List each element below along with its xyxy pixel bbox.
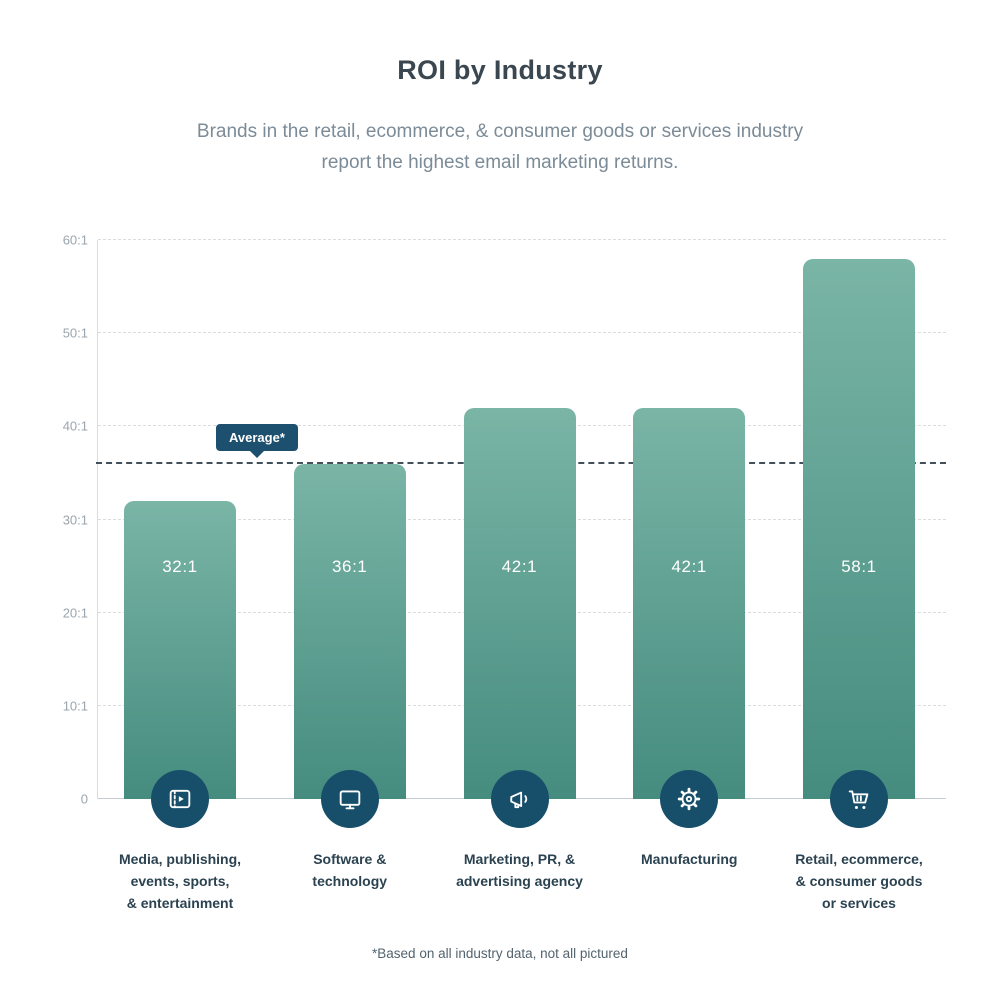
- bar-value-label: 42:1: [671, 557, 707, 576]
- plot-area: 32:1 Media, publishing, events, sports, & e…: [63, 233, 946, 911]
- chart-title: ROI by Industry: [397, 55, 603, 85]
- y-tick-label: 40:1: [62, 418, 88, 434]
- bar-value-label: 36:1: [332, 557, 368, 576]
- bar-value-label: 32:1: [162, 557, 198, 576]
- y-tick-label: 10:1: [62, 698, 88, 714]
- category-label: Marketing, PR, & advertising agency: [456, 851, 583, 889]
- bar: [293, 463, 406, 799]
- gridline: [98, 239, 946, 240]
- bar: [803, 258, 915, 799]
- megaphone-icon: [490, 770, 549, 828]
- footnote: *Based on all industry data, not all pic…: [372, 946, 628, 961]
- bar-value-label: 42:1: [501, 557, 538, 576]
- gridline: [98, 332, 946, 334]
- category-label: Media, publishing, events, sports, & enter…: [118, 851, 242, 911]
- gear-icon: [660, 770, 719, 828]
- y-tick-label: 0: [80, 791, 88, 807]
- shopping-cart-icon: [830, 770, 888, 828]
- y-tick-label: 50:1: [62, 325, 88, 341]
- bar-column: 42:1 Marketing, PR, & advertising agency: [456, 240, 583, 889]
- category-label: Software & technology: [312, 851, 388, 889]
- category-label: Manufacturing: [641, 851, 738, 867]
- bar: [463, 407, 576, 799]
- bar: [124, 500, 236, 799]
- average-badge: Average*: [216, 423, 298, 451]
- y-tick-label: 60:1: [62, 232, 88, 248]
- category-label: Retail, ecommerce, & consumer goods or ser…: [795, 851, 923, 911]
- bar-column: 58:1 Retail, ecommerce, & consumer goods or…: [795, 240, 923, 911]
- chart-subtitle: Brands in the retail, ecommerce, & consu…: [196, 121, 804, 173]
- bars-row: 32:1 Media, publishing, events, sports, & e…: [98, 240, 946, 911]
- monitor-icon: [320, 770, 379, 828]
- y-tick-label: 20:1: [62, 605, 88, 621]
- bar-column: 36:1 Software & technology: [293, 240, 406, 889]
- y-tick-label: 30:1: [62, 512, 88, 527]
- video-player-icon: [151, 770, 209, 828]
- bar: [633, 407, 746, 799]
- bar-value-label: 58:1: [841, 557, 877, 576]
- bar-column: 42:1 Manufacturing: [633, 240, 746, 867]
- bar-column: 32:1 Media, publishing, events, sports, & e…: [119, 240, 241, 911]
